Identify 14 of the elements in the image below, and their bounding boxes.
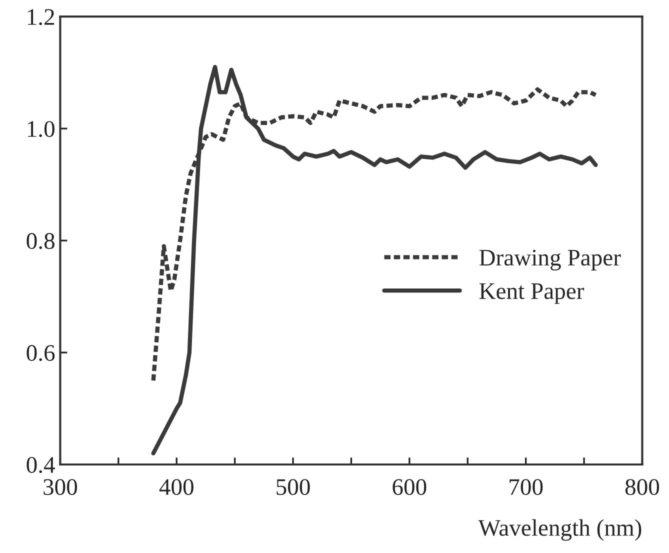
x-axis-title: Wavelength (nm) [478, 519, 642, 541]
x-tick-label: 500 [276, 479, 310, 496]
legend-label: Drawing Paper [479, 250, 621, 271]
x-tick-label: 700 [510, 479, 543, 496]
y-tick-label: 1.2 [28, 9, 54, 26]
legend-label: Kent Paper [479, 283, 584, 304]
x-tick-label: 300 [44, 479, 78, 496]
x-tick-label: 800 [625, 479, 660, 496]
y-tick-label: 0.4 [26, 457, 55, 474]
y-tick-label: 0.8 [26, 233, 54, 250]
y-tick-label: 0.6 [26, 345, 55, 362]
x-tick-label: 400 [159, 479, 194, 496]
y-tick-label: 1.0 [28, 121, 54, 138]
x-tick-label: 600 [392, 479, 426, 496]
